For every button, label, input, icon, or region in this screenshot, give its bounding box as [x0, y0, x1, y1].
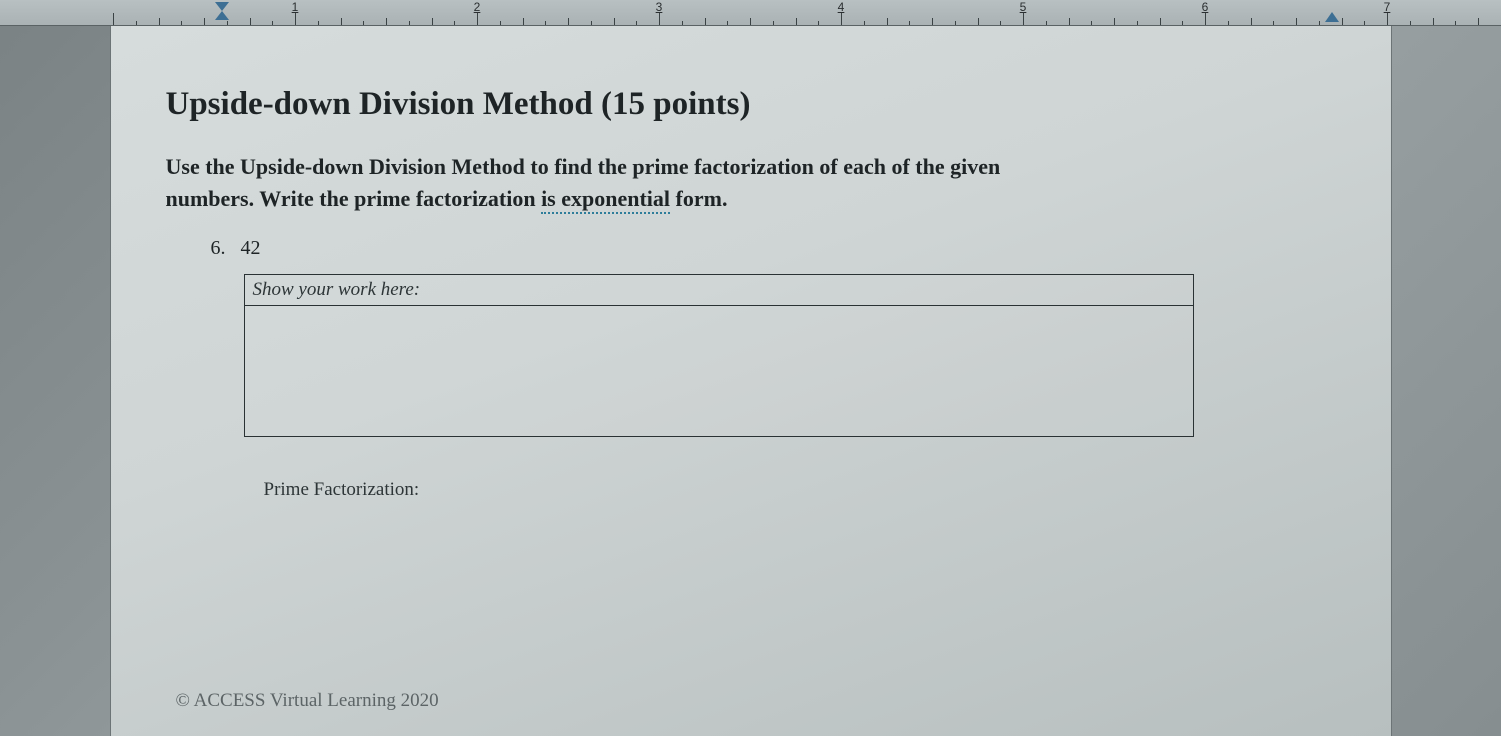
ruler-label: 5 [1020, 0, 1027, 14]
ruler-tick [500, 21, 501, 25]
instructions: Use the Upside-down Division Method to f… [166, 151, 1166, 215]
indent-marker-right[interactable] [1325, 12, 1339, 22]
copyright-footer: © ACCESS Virtual Learning 2020 [176, 690, 439, 712]
ruler-tick [887, 18, 888, 25]
work-box[interactable]: Show your work here: [244, 274, 1194, 437]
ruler-label: 3 [656, 0, 663, 14]
ruler-tick [591, 21, 592, 25]
ruler-tick [955, 21, 956, 25]
question-number: 6. [211, 237, 226, 259]
ruler-tick [523, 18, 524, 25]
ruler-tick [113, 13, 114, 25]
ruler-tick [363, 21, 364, 25]
ruler-tick [1455, 21, 1456, 25]
ruler-tick [1478, 18, 1479, 25]
ruler-tick [614, 18, 615, 25]
ruler-tick [1319, 21, 1320, 25]
ruler-tick [909, 21, 910, 25]
ruler-tick [750, 18, 751, 25]
ruler-tick [1000, 21, 1001, 25]
ruler-tick [978, 18, 979, 25]
ruler-tick [477, 13, 478, 25]
grammar-squiggle: is exponential [541, 186, 670, 214]
ruler-tick [136, 21, 137, 25]
section-heading: Upside-down Division Method (15 points) [166, 86, 1336, 123]
ruler-tick [1410, 21, 1411, 25]
ruler-tick [1046, 21, 1047, 25]
ruler-tick [932, 18, 933, 25]
ruler-tick [1160, 18, 1161, 25]
ruler-tick [409, 21, 410, 25]
ruler-tick [773, 21, 774, 25]
ruler-tick [1228, 21, 1229, 25]
ruler-tick [432, 18, 433, 25]
ruler-tick [1069, 18, 1070, 25]
ruler-tick [318, 21, 319, 25]
ruler-tick [272, 21, 273, 25]
work-box-header: Show your work here: [245, 275, 1193, 306]
ruler-tick [454, 21, 455, 25]
ruler-tick [818, 21, 819, 25]
ruler-tick [295, 13, 296, 25]
answer-label: Prime Factorization: [264, 479, 1336, 501]
ruler-tick [1205, 13, 1206, 25]
ruler-tick [204, 18, 205, 25]
ruler-tick [1364, 21, 1365, 25]
ruler-label: 7 [1384, 0, 1391, 14]
work-box-body[interactable] [245, 306, 1193, 436]
ruler-tick [227, 21, 228, 25]
ruler-tick [545, 21, 546, 25]
ruler-tick [250, 18, 251, 25]
ruler-tick [159, 18, 160, 25]
ruler-tick [1091, 21, 1092, 25]
ruler-tick [1251, 18, 1252, 25]
ruler-tick [659, 13, 660, 25]
workspace: Upside-down Division Method (15 points) … [0, 26, 1501, 736]
ruler-tick [1387, 13, 1388, 25]
ruler-tick [682, 21, 683, 25]
document-page[interactable]: Upside-down Division Method (15 points) … [110, 26, 1392, 736]
ruler-tick [1182, 21, 1183, 25]
instructions-line2-prefix: numbers. Write the prime factorization [166, 186, 542, 211]
ruler-tick [341, 18, 342, 25]
ruler-tick [1273, 21, 1274, 25]
instructions-line2-suffix: form. [670, 186, 727, 211]
instructions-line1: Use the Upside-down Division Method to f… [166, 154, 1001, 179]
ruler-tick [1023, 13, 1024, 25]
ruler-label: 2 [474, 0, 481, 14]
ruler-tick [864, 21, 865, 25]
ruler-tick [636, 21, 637, 25]
ruler-tick [386, 18, 387, 25]
ruler-tick [1296, 18, 1297, 25]
ruler-tick [796, 18, 797, 25]
ruler-tick [705, 18, 706, 25]
ruler-label: 4 [838, 0, 845, 14]
ruler-tick [1114, 18, 1115, 25]
indent-marker-left[interactable] [215, 2, 229, 11]
ruler-label: 6 [1202, 0, 1209, 14]
ruler-tick [1342, 18, 1343, 25]
ruler-tick [568, 18, 569, 25]
horizontal-ruler: 1 2 3 4 5 6 7 [0, 0, 1501, 26]
ruler-tick [1433, 18, 1434, 25]
ruler-tick [727, 21, 728, 25]
question-row: 6. 42 [211, 237, 1336, 260]
ruler-tick [1137, 21, 1138, 25]
ruler-tick [841, 13, 842, 25]
ruler-label: 1 [292, 0, 299, 14]
ruler-tick [181, 21, 182, 25]
question-value: 42 [241, 237, 261, 259]
